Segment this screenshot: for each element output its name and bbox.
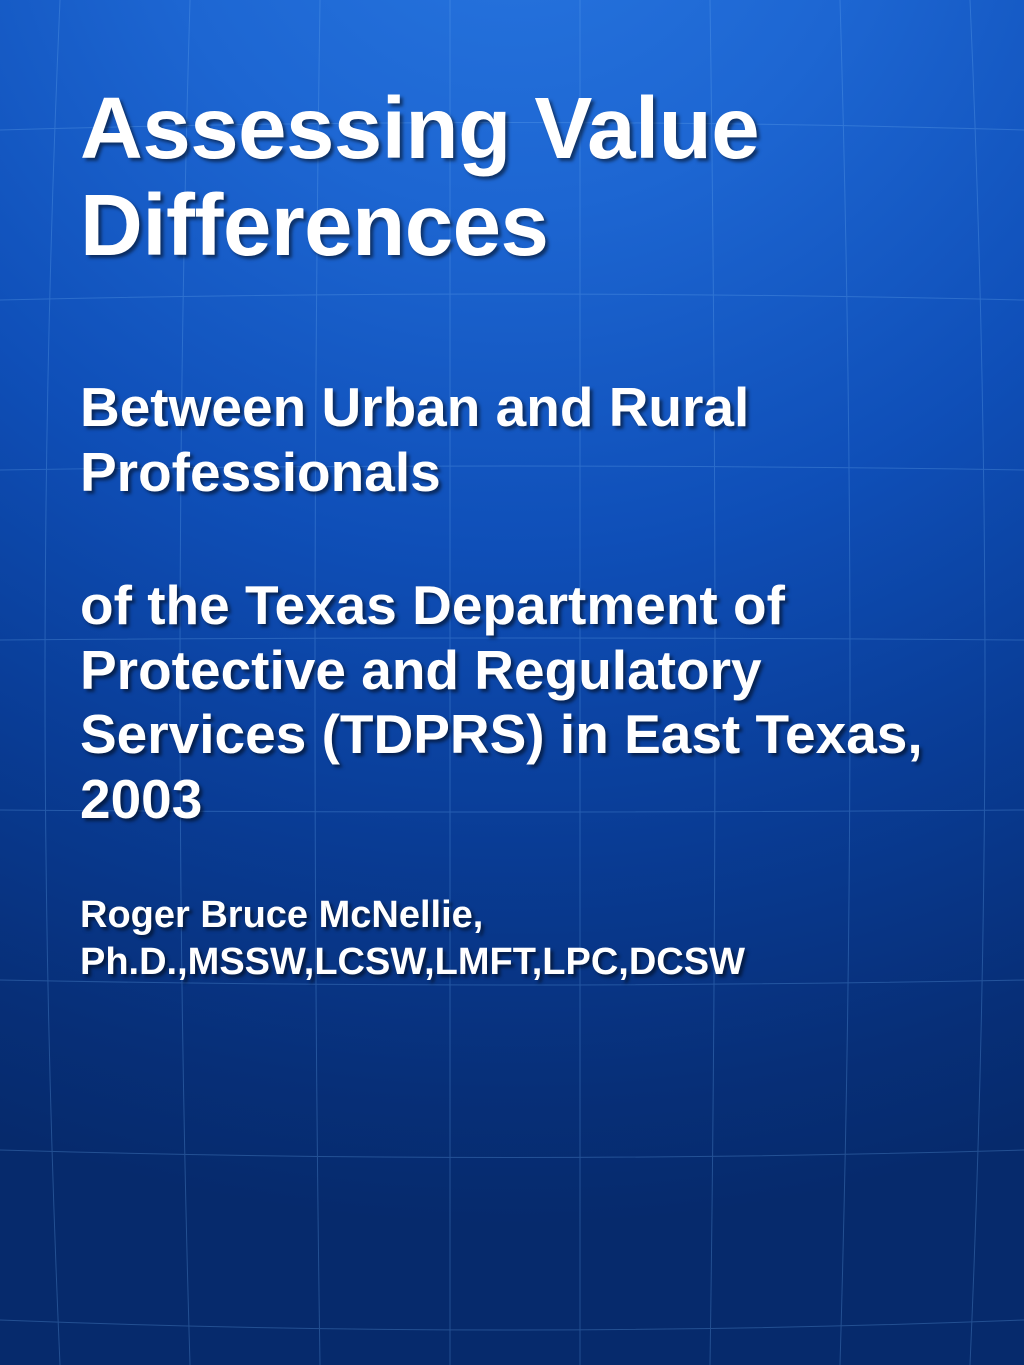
slide-title: Assessing Value Differences <box>80 80 954 275</box>
author-name: Roger Bruce McNellie, <box>80 892 954 938</box>
presentation-slide: Assessing Value Differences Between Urba… <box>0 0 1024 1365</box>
slide-subtitle-1: Between Urban and Rural Professionals <box>80 375 954 505</box>
author-block: Roger Bruce McNellie, Ph.D.,MSSW,LCSW,LM… <box>80 892 954 985</box>
author-credentials: Ph.D.,MSSW,LCSW,LMFT,LPC,DCSW <box>80 939 954 985</box>
slide-subtitle-2: of the Texas Department of Protective an… <box>80 573 954 833</box>
slide-content: Assessing Value Differences Between Urba… <box>80 80 954 985</box>
